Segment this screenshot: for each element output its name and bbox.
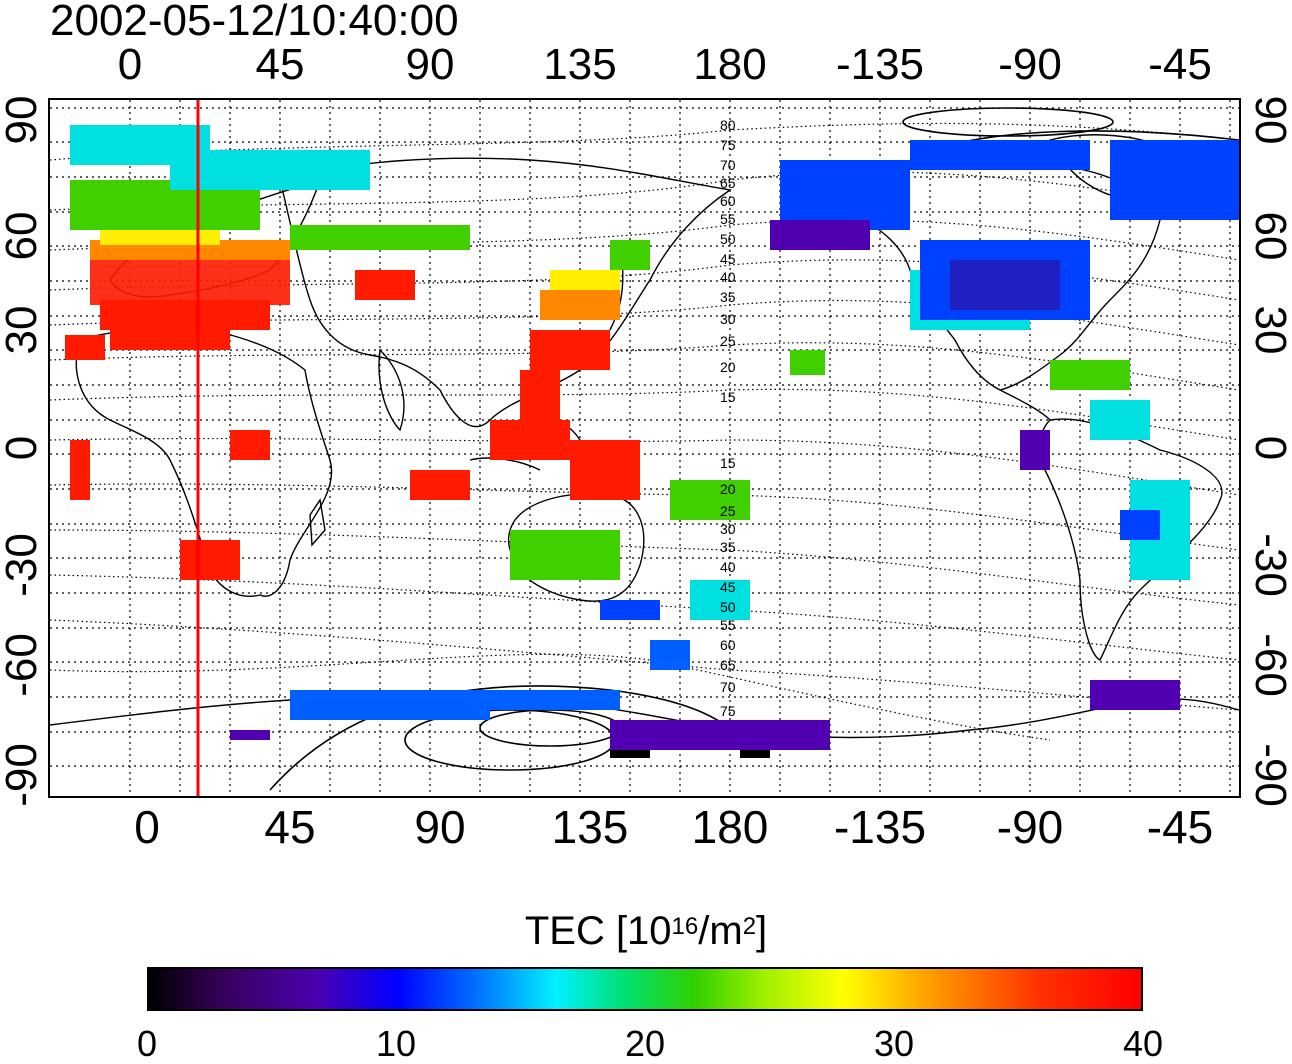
contour-label: 50 — [720, 231, 736, 247]
right-lat-label: -30 — [1246, 533, 1292, 597]
magnetic-contours — [50, 122, 1239, 741]
bottom-lon-label: 45 — [264, 801, 316, 853]
contour-label: 55 — [720, 617, 736, 633]
contour-label: 15 — [720, 455, 736, 471]
colorbar-tick-label: 20 — [624, 1023, 666, 1064]
tec-data-points — [65, 125, 1239, 758]
colorbar-title-unit: /m — [698, 909, 743, 953]
contour-label: 75 — [720, 137, 736, 153]
colorbar-title: TEC [1016/m2] — [0, 908, 1292, 954]
bottom-lon-label: -90 — [996, 801, 1064, 853]
contour-label: 65 — [720, 175, 736, 191]
contour-label: 50 — [720, 599, 736, 615]
left-lat-label: 90 — [0, 95, 46, 145]
bottom-lon-label: 0 — [134, 801, 160, 853]
colorbar-tick-label: 30 — [873, 1023, 915, 1064]
bottom-lon-label: 135 — [551, 801, 629, 853]
left-lat-label: 30 — [0, 305, 46, 355]
right-lat-label: -60 — [1246, 633, 1292, 697]
contour-label: 70 — [720, 157, 736, 173]
left-lat-label: -60 — [0, 633, 46, 697]
left-lat-label: 0 — [0, 435, 46, 461]
contour-label: 80 — [720, 117, 736, 133]
right-lat-label: 90 — [1246, 95, 1292, 145]
colorbar-title-suffix: ] — [756, 909, 768, 953]
contour-label: 35 — [720, 539, 736, 555]
contour-label: 15 — [720, 389, 736, 405]
contour-label: 40 — [720, 269, 736, 285]
tec-map: 80 75 70 65 60 55 50 45 40 35 30 25 20 1… — [48, 98, 1241, 798]
contour-label: 40 — [720, 559, 736, 575]
top-lon-label: 135 — [543, 40, 617, 89]
contour-labels: 80 75 70 65 60 55 50 45 40 35 30 25 20 1… — [720, 117, 736, 719]
timestamp-title: 2002-05-12/10:40:00 — [50, 0, 459, 45]
contour-label: 45 — [720, 251, 736, 267]
top-lon-label: 180 — [693, 40, 767, 89]
contour-label: 35 — [720, 289, 736, 305]
colorbar-tick-label: 40 — [1122, 1023, 1164, 1064]
contour-label: 25 — [720, 333, 736, 349]
top-lon-label: 0 — [117, 40, 143, 89]
right-lat-label: 30 — [1246, 305, 1292, 355]
bottom-lon-label: -45 — [1146, 801, 1214, 853]
contour-label: 55 — [720, 211, 736, 227]
contour-label: 75 — [720, 703, 736, 719]
bottom-lon-label: 90 — [414, 801, 466, 853]
colorbar-tick-label: 0 — [136, 1023, 158, 1064]
colorbar — [147, 967, 1143, 1011]
contour-label: 70 — [720, 679, 736, 695]
left-lat-label: -30 — [0, 533, 46, 597]
colorbar-title-exponent: 16 — [671, 913, 699, 940]
right-lat-label: 0 — [1246, 435, 1292, 461]
contour-label: 60 — [720, 193, 736, 209]
top-lon-label: 45 — [255, 40, 305, 89]
colorbar-title-prefix: TEC [10 — [524, 909, 672, 953]
contour-label: 65 — [720, 657, 736, 673]
contour-label: 20 — [720, 359, 736, 375]
left-lat-label: -90 — [0, 743, 46, 807]
top-lon-label: -90 — [998, 40, 1062, 89]
contour-label: 30 — [720, 521, 736, 537]
bottom-lon-label: -135 — [833, 801, 927, 853]
map-canvas: 80 75 70 65 60 55 50 45 40 35 30 25 20 1… — [50, 100, 1239, 796]
top-lon-label: 90 — [405, 40, 455, 89]
top-lon-label: -135 — [835, 40, 925, 89]
contour-label: 45 — [720, 579, 736, 595]
contour-label: 60 — [720, 637, 736, 653]
contour-label: 30 — [720, 311, 736, 327]
contour-label: 25 — [720, 503, 736, 519]
left-lat-label: 60 — [0, 211, 46, 261]
contour-label: 20 — [720, 481, 736, 497]
bottom-lon-label: 180 — [691, 801, 769, 853]
right-lat-label: 60 — [1246, 211, 1292, 261]
colorbar-title-unit-exponent: 2 — [742, 913, 757, 940]
right-lat-label: -90 — [1246, 743, 1292, 807]
colorbar-tick-label: 10 — [375, 1023, 417, 1064]
top-lon-label: -45 — [1148, 40, 1212, 89]
